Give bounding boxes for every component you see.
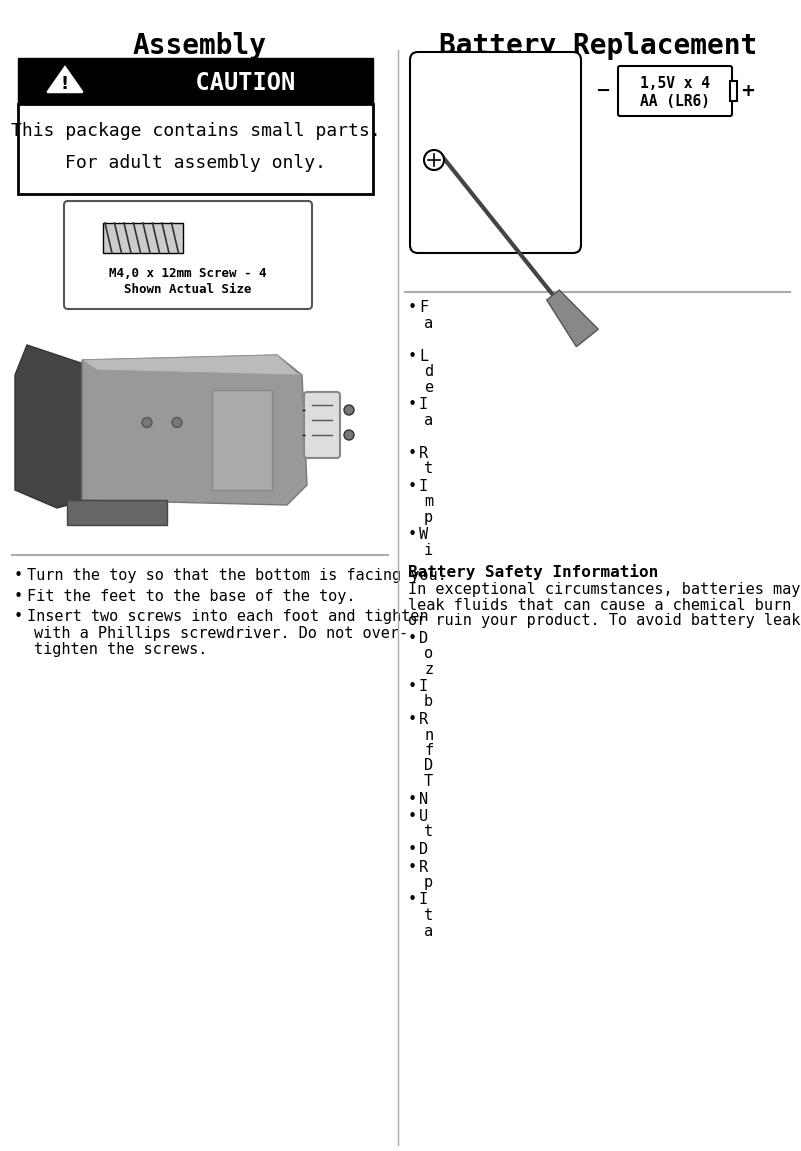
Text: R: R bbox=[419, 860, 428, 875]
Text: •: • bbox=[408, 712, 417, 727]
Text: m: m bbox=[424, 494, 433, 509]
Text: CAUTION: CAUTION bbox=[167, 71, 295, 96]
Text: W: W bbox=[419, 527, 428, 542]
Text: Assembly: Assembly bbox=[133, 32, 267, 60]
Text: D: D bbox=[424, 759, 433, 773]
Text: z: z bbox=[424, 662, 433, 677]
Text: N: N bbox=[419, 792, 428, 807]
Text: i: i bbox=[424, 542, 433, 557]
Text: F: F bbox=[419, 300, 428, 315]
Text: or ruin your product. To avoid battery leakage:: or ruin your product. To avoid battery l… bbox=[408, 613, 801, 628]
Text: •: • bbox=[408, 679, 417, 694]
Text: •: • bbox=[408, 892, 417, 907]
Text: I: I bbox=[419, 479, 428, 494]
Text: leak fluids that can cause a chemical burn injury: leak fluids that can cause a chemical bu… bbox=[408, 597, 801, 612]
Text: AA (LR6): AA (LR6) bbox=[640, 94, 710, 109]
Text: U: U bbox=[419, 809, 428, 824]
Text: o: o bbox=[424, 646, 433, 661]
Text: •: • bbox=[408, 445, 417, 460]
Bar bbox=[18, 104, 373, 195]
Text: •: • bbox=[408, 527, 417, 542]
Text: •: • bbox=[408, 631, 417, 646]
Text: I: I bbox=[419, 679, 428, 694]
Text: b: b bbox=[424, 694, 433, 709]
Text: This package contains small parts.: This package contains small parts. bbox=[10, 122, 380, 140]
Text: Battery Safety Information: Battery Safety Information bbox=[408, 564, 658, 580]
FancyBboxPatch shape bbox=[618, 66, 732, 116]
Polygon shape bbox=[547, 290, 598, 346]
Text: !: ! bbox=[61, 75, 69, 93]
Text: In exceptional circumstances, batteries may: In exceptional circumstances, batteries … bbox=[408, 582, 800, 597]
Text: •: • bbox=[14, 588, 23, 603]
Circle shape bbox=[142, 418, 152, 427]
Text: t: t bbox=[424, 462, 433, 477]
Circle shape bbox=[344, 430, 354, 440]
Polygon shape bbox=[82, 355, 307, 505]
Text: •: • bbox=[14, 609, 23, 624]
Text: p: p bbox=[424, 875, 433, 890]
FancyBboxPatch shape bbox=[304, 392, 340, 458]
Text: f: f bbox=[424, 744, 433, 759]
Circle shape bbox=[424, 150, 444, 170]
Circle shape bbox=[172, 418, 182, 427]
Text: I: I bbox=[419, 892, 428, 907]
Text: •: • bbox=[408, 809, 417, 824]
Polygon shape bbox=[67, 500, 167, 525]
Text: •: • bbox=[408, 843, 417, 857]
Text: Shown Actual Size: Shown Actual Size bbox=[124, 283, 252, 296]
Text: d: d bbox=[424, 364, 433, 379]
Text: •: • bbox=[14, 567, 23, 584]
Polygon shape bbox=[47, 67, 83, 92]
Text: Fit the feet to the base of the toy.: Fit the feet to the base of the toy. bbox=[27, 588, 356, 603]
Text: Turn the toy so that the bottom is facing you.: Turn the toy so that the bottom is facin… bbox=[27, 567, 447, 584]
Text: −: − bbox=[595, 82, 610, 100]
Text: •: • bbox=[408, 397, 417, 412]
FancyBboxPatch shape bbox=[64, 201, 312, 308]
Bar bbox=[730, 81, 737, 101]
Text: R: R bbox=[419, 445, 428, 460]
Text: a: a bbox=[424, 412, 433, 427]
Bar bbox=[103, 223, 183, 253]
Text: Insert two screws into each foot and tighten: Insert two screws into each foot and tig… bbox=[27, 609, 429, 624]
Text: R: R bbox=[419, 712, 428, 727]
Text: n: n bbox=[424, 727, 433, 742]
FancyBboxPatch shape bbox=[410, 52, 581, 253]
Text: •: • bbox=[408, 349, 417, 364]
Text: 1,5V x 4: 1,5V x 4 bbox=[640, 76, 710, 91]
Text: D: D bbox=[419, 631, 428, 646]
Text: •: • bbox=[408, 792, 417, 807]
Text: •: • bbox=[408, 300, 417, 315]
Polygon shape bbox=[15, 345, 87, 508]
Text: I: I bbox=[419, 397, 428, 412]
Text: T: T bbox=[424, 773, 433, 788]
Text: •: • bbox=[408, 479, 417, 494]
Text: t: t bbox=[424, 908, 433, 923]
Text: M4,0 x 12mm Screw - 4: M4,0 x 12mm Screw - 4 bbox=[109, 267, 267, 280]
Text: p: p bbox=[424, 510, 433, 525]
Text: D: D bbox=[419, 843, 428, 857]
Text: with a Phillips screwdriver. Do not over-: with a Phillips screwdriver. Do not over… bbox=[34, 625, 409, 640]
Bar bbox=[18, 58, 373, 104]
Text: •: • bbox=[408, 860, 417, 875]
Text: a: a bbox=[424, 923, 433, 938]
Text: a: a bbox=[424, 315, 433, 330]
Bar bbox=[212, 390, 272, 490]
Text: tighten the screws.: tighten the screws. bbox=[34, 642, 207, 657]
Text: e: e bbox=[424, 380, 433, 395]
Text: For adult assembly only.: For adult assembly only. bbox=[65, 154, 326, 171]
Text: L: L bbox=[419, 349, 428, 364]
Circle shape bbox=[344, 405, 354, 416]
Text: +: + bbox=[740, 82, 755, 100]
Polygon shape bbox=[82, 355, 302, 375]
Text: Battery Replacement: Battery Replacement bbox=[439, 32, 757, 60]
Text: t: t bbox=[424, 824, 433, 839]
